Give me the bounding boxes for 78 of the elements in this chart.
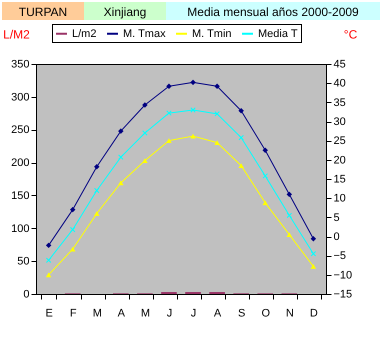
legend-label: Media T (258, 28, 298, 40)
y-tick-label: 100 (11, 222, 30, 235)
y2-tick-label: −5 (334, 250, 346, 262)
y-tick-label: 0 (23, 288, 30, 300)
point (286, 192, 292, 198)
x-tick-label: M (140, 308, 150, 320)
x-tick-label: S (238, 308, 246, 320)
y2-tick-label: 30 (334, 116, 346, 128)
point (142, 158, 148, 163)
point (94, 211, 100, 216)
y-tick-label: 50 (17, 256, 30, 268)
point (262, 200, 268, 206)
point (46, 242, 52, 248)
point (142, 130, 148, 136)
y-tick-label: 300 (11, 91, 30, 104)
chart-subtitle: Xinjiang (104, 5, 146, 19)
y2-tick-label: 10 (334, 192, 346, 205)
point (94, 188, 100, 194)
point (70, 206, 76, 212)
x-tick-label: J (166, 308, 172, 320)
x-tick-label: A (214, 308, 222, 320)
point (310, 236, 316, 242)
point (190, 107, 196, 113)
point (166, 138, 172, 144)
point (214, 140, 220, 145)
point (70, 226, 76, 232)
point (46, 272, 52, 278)
y-tick-label: 200 (11, 157, 30, 170)
y-tick-label: 150 (11, 190, 30, 202)
legend-label: M. Tmax (123, 28, 166, 40)
x-tick-label: J (190, 308, 196, 320)
point (190, 80, 196, 86)
y-tick-label: 350 (11, 58, 30, 70)
point (94, 164, 100, 170)
y2-tick-label: −10 (334, 269, 352, 282)
y2-axis-title: °C (344, 28, 358, 42)
x-tick-label: A (118, 308, 126, 320)
point (286, 212, 292, 218)
point (310, 264, 316, 269)
legend-label: M. Tmin (192, 28, 232, 40)
y2-tick-label: −15 (334, 288, 352, 300)
point (46, 258, 52, 264)
chart-title: TURPAN (18, 5, 68, 19)
point (286, 232, 292, 237)
y2-tick-label: 5 (334, 212, 340, 224)
y-axis-title: L/M2 (3, 28, 30, 42)
point (238, 163, 244, 168)
y2-tick-label: 0 (334, 231, 340, 243)
point (262, 148, 268, 153)
y2-tick-label: 20 (334, 154, 346, 166)
x-tick-label: E (45, 308, 53, 320)
x-tick-label: N (286, 308, 294, 320)
point (310, 251, 316, 256)
x-tick-label: M (92, 308, 102, 320)
y2-tick-label: 35 (334, 96, 346, 109)
point (262, 173, 268, 179)
point (166, 83, 172, 89)
y2-tick-label: 25 (334, 135, 346, 148)
point (214, 111, 220, 117)
y-tick-label: 250 (11, 124, 30, 136)
point (214, 83, 220, 89)
y2-tick-label: 40 (334, 78, 346, 90)
point (118, 154, 124, 160)
point (238, 108, 244, 114)
x-tick-label: F (70, 308, 77, 320)
point (166, 110, 172, 116)
point (118, 180, 124, 186)
x-tick-label: O (261, 308, 270, 320)
y2-tick-label: 45 (334, 58, 346, 70)
legend-label: L/m2 (72, 28, 96, 40)
point (118, 128, 124, 134)
y2-tick-label: 15 (334, 174, 346, 186)
x-tick-label: D (310, 308, 318, 320)
point (70, 246, 76, 252)
point (190, 134, 196, 138)
point (142, 102, 148, 108)
text: Media mensual años 2000-2009 (187, 5, 360, 19)
point (238, 134, 244, 140)
